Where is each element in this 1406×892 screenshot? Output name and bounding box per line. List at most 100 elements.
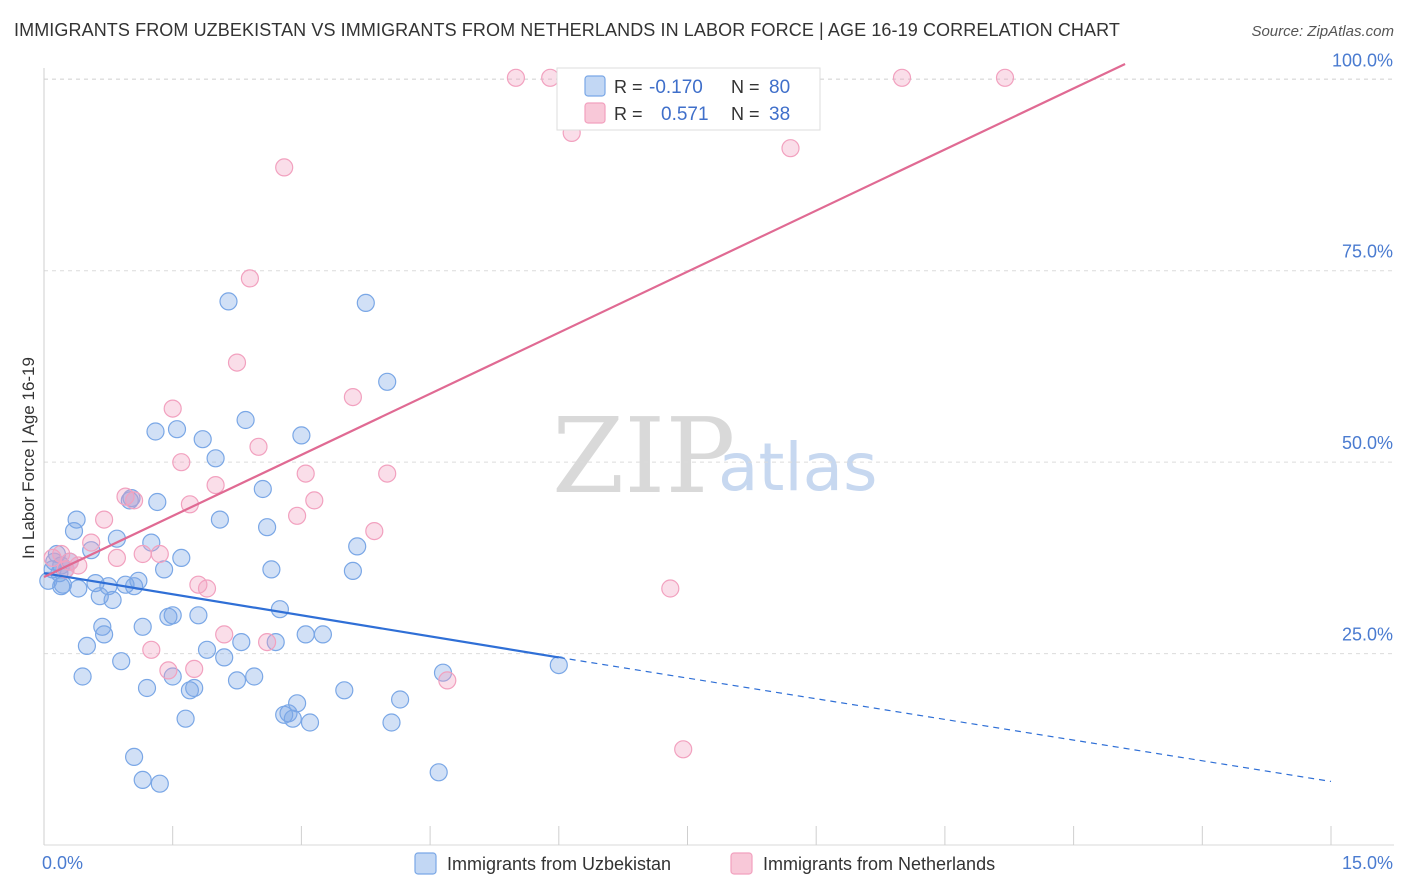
data-point — [43, 548, 62, 568]
data-point — [93, 617, 112, 636]
data-point — [313, 625, 332, 644]
data-point — [892, 68, 912, 87]
grid-lines — [44, 78, 1394, 655]
data-point — [541, 68, 560, 87]
legend-label-uzbekistan: Immigrants from Uzbekistan — [447, 854, 671, 874]
data-point — [107, 548, 127, 568]
data-point — [288, 506, 307, 525]
data-point — [82, 533, 101, 552]
data-point — [189, 575, 208, 594]
data-point — [193, 430, 212, 449]
stats-n-value-uzbekistan: 80 — [769, 77, 790, 98]
data-point — [155, 560, 174, 579]
data-point — [150, 774, 169, 793]
data-point — [270, 600, 289, 619]
data-points — [39, 68, 1015, 793]
legend-label-netherlands: Immigrants from Netherlands — [763, 854, 995, 874]
data-point — [781, 139, 800, 158]
data-point — [172, 548, 191, 568]
data-point — [378, 372, 397, 391]
data-point — [995, 68, 1015, 87]
stats-n-label: N = — [731, 104, 760, 124]
y-tick-label: 25.0% — [1342, 625, 1393, 645]
data-point — [197, 640, 217, 659]
data-point — [163, 606, 182, 625]
data-point — [116, 487, 135, 506]
data-point — [148, 492, 167, 512]
data-point — [343, 561, 362, 581]
data-point — [159, 661, 178, 680]
data-point — [133, 770, 152, 790]
stats-r-value-netherlands: 0.571 — [661, 104, 709, 125]
data-point — [77, 636, 97, 656]
data-point — [343, 388, 362, 407]
data-point — [206, 449, 225, 468]
data-point — [296, 625, 315, 644]
data-point — [283, 709, 302, 728]
data-point — [142, 640, 161, 659]
data-point — [219, 292, 238, 311]
series-legend: Immigrants from Uzbekistan Immigrants fr… — [414, 852, 995, 875]
data-point — [133, 544, 152, 564]
data-point — [215, 648, 234, 667]
watermark: ZIP atlas — [552, 395, 878, 517]
y-tick-label: 50.0% — [1342, 433, 1393, 453]
data-point — [391, 690, 410, 709]
data-point — [378, 464, 397, 483]
stats-n-value-netherlands: 38 — [769, 104, 790, 125]
data-point — [103, 590, 122, 610]
data-point — [227, 353, 247, 372]
data-point — [292, 426, 311, 445]
x-tick-label-min: 0.0% — [42, 853, 83, 873]
data-point — [67, 510, 86, 529]
trend-line-extension-uzbekistan — [558, 656, 1332, 783]
data-point — [245, 667, 264, 686]
chart-title: IMMIGRANTS FROM UZBEKISTAN VS IMMIGRANTS… — [14, 20, 1121, 40]
data-point — [64, 521, 84, 541]
data-point — [240, 269, 259, 288]
data-point — [172, 453, 191, 472]
data-point — [365, 521, 384, 541]
data-point — [288, 694, 307, 713]
data-point — [163, 399, 182, 418]
data-point — [674, 740, 693, 759]
data-point — [232, 632, 251, 652]
data-point — [176, 709, 195, 728]
data-point — [215, 625, 234, 644]
data-point — [94, 625, 114, 644]
x-ticks — [43, 826, 1332, 845]
stats-r-label: R = — [614, 104, 643, 124]
data-point — [125, 491, 144, 510]
stats-n-label: N = — [731, 77, 760, 97]
y-tick-label: 75.0% — [1342, 242, 1393, 262]
stats-swatch-netherlands — [584, 102, 606, 124]
data-point — [189, 606, 208, 625]
x-tick-label-max: 15.0% — [1342, 853, 1393, 873]
data-point — [506, 68, 526, 87]
trend-line-uzbekistan — [43, 572, 559, 659]
y-tick-labels: 25.0% 50.0% 75.0% 100.0% — [1332, 50, 1393, 644]
stats-r-label: R = — [614, 77, 643, 97]
trend-line-netherlands — [43, 63, 1126, 579]
series-uzbekistan — [39, 292, 568, 793]
data-point — [305, 491, 324, 510]
data-point — [258, 632, 277, 652]
chart-source: Source: ZipAtlas.com — [1251, 23, 1394, 40]
y-axis-title: In Labor Force | Age 16-19 — [19, 357, 38, 559]
data-point — [227, 671, 247, 690]
stats-swatch-uzbekistan — [584, 75, 606, 97]
y-tick-label: 100.0% — [1332, 50, 1393, 70]
stats-legend: R = -0.170 N = 80 R = 0.571 N = 38 — [556, 67, 821, 131]
data-point — [253, 479, 272, 499]
data-point — [262, 560, 281, 579]
watermark-zip: ZIP — [552, 395, 735, 517]
data-point — [52, 577, 71, 596]
data-point — [296, 464, 315, 483]
data-point — [249, 437, 268, 456]
legend-swatch-uzbekistan — [414, 852, 437, 875]
data-point — [137, 678, 157, 698]
data-point — [133, 617, 152, 636]
data-point — [429, 763, 448, 782]
data-point — [236, 410, 255, 430]
